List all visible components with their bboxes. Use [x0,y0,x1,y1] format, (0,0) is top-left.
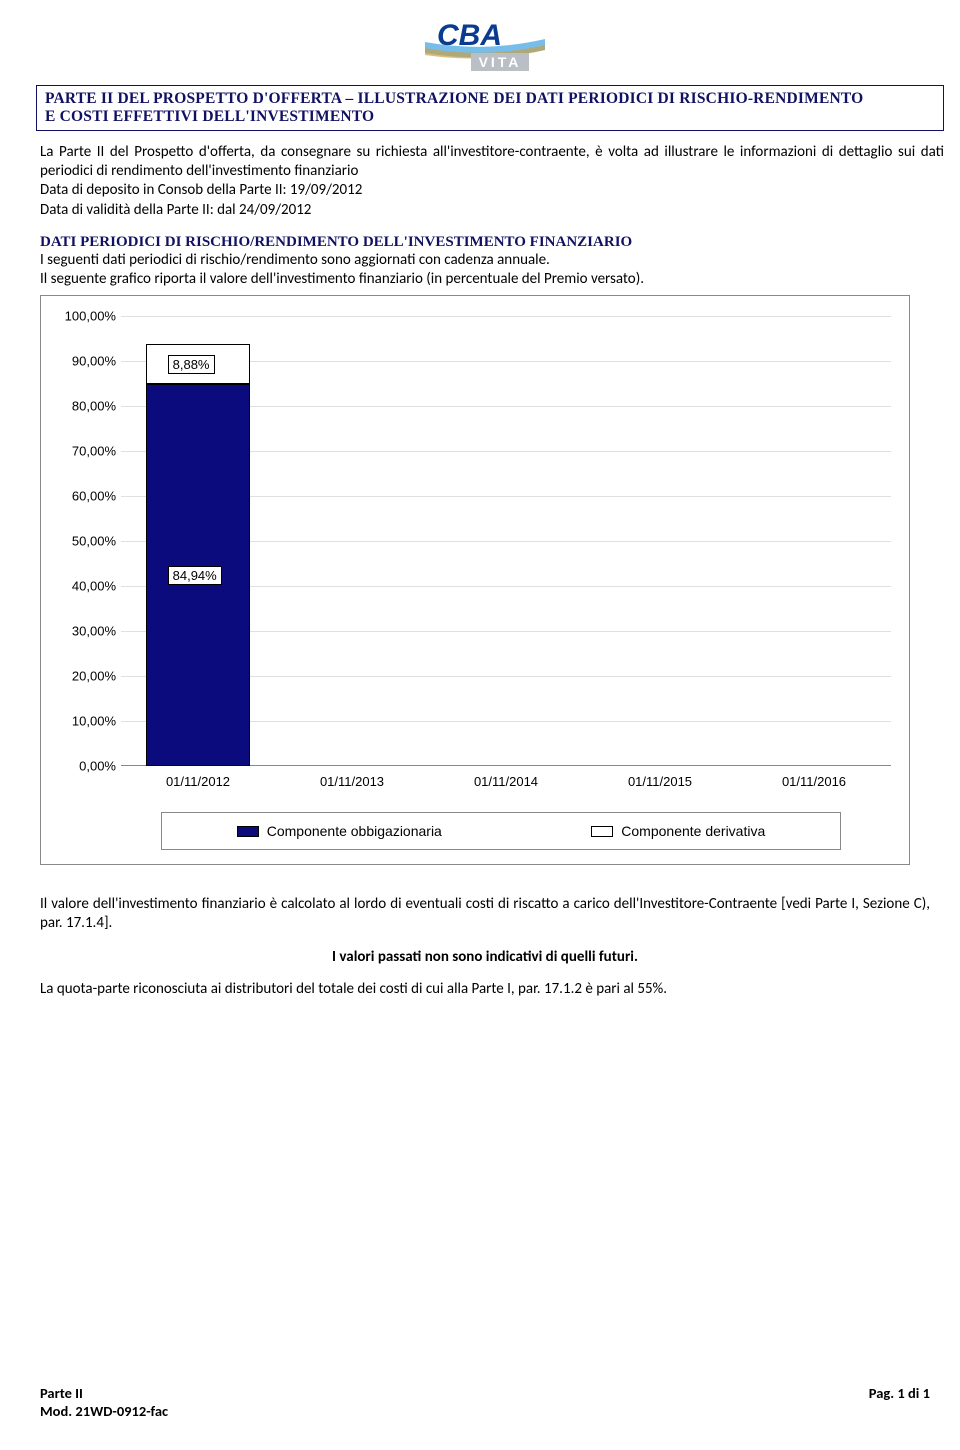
y-tick-label: 90,00% [51,354,116,369]
plot-area: 84,94% 8,88% [121,316,891,766]
after-chart-p2: La quota-parte riconosciuta ai distribut… [40,980,930,999]
intro-p1a: La Parte II del Prospetto d'offerta, da … [40,143,944,181]
x-tick-label: 01/11/2016 [769,774,859,789]
legend-item: Componente derivativa [591,823,765,839]
x-tick-label: 01/11/2014 [461,774,551,789]
section-p2: Il seguente grafico riporta il valore de… [40,270,930,289]
footer-left1: Parte II [40,1384,168,1402]
legend-swatch [237,826,259,837]
y-tick-label: 50,00% [51,534,116,549]
section-heading: DATI PERIODICI DI RISCHIO/RENDIMENTO DEL… [40,234,930,251]
legend-swatch [591,826,613,837]
footer-right: Pag. 1 di 1 [869,1384,930,1420]
intro-paragraph: La Parte II del Prospetto d'offerta, da … [40,143,930,220]
x-tick-label: 01/11/2015 [615,774,705,789]
logo: CBA VITA [40,15,930,77]
y-tick-label: 70,00% [51,444,116,459]
bar-value-label: 8,88% [168,355,215,374]
legend-label: Componente obbigazionaria [267,823,442,839]
legend: Componente obbigazionaria Componente deri… [161,812,841,850]
after-chart-p1: Il valore dell'investimento finanziario … [40,895,930,933]
logo-text-bottom: VITA [479,54,522,70]
legend-label: Componente derivativa [621,823,765,839]
y-tick-label: 30,00% [51,624,116,639]
x-tick-label: 01/11/2012 [153,774,243,789]
y-tick-label: 10,00% [51,714,116,729]
chart: 84,94% 8,88% 0,00% 10,00% 20,00% 30,00% 40,00… [40,295,910,865]
legend-item: Componente obbigazionaria [237,823,442,839]
title-line2: E COSTI EFFETTIVI DELL'INVESTIMENTO [45,108,935,126]
after-chart-bold: I valori passati non sono indicativi di … [40,948,930,966]
section-body: I seguenti dati periodici di rischio/ren… [40,251,930,289]
section-p1: I seguenti dati periodici di rischio/ren… [40,251,930,270]
y-tick-label: 100,00% [51,309,116,324]
title-line1: PARTE II DEL PROSPETTO D'OFFERTA – ILLUS… [45,90,935,108]
y-tick-label: 0,00% [51,759,116,774]
footer: Parte II Mod. 21WD-0912-fac Pag. 1 di 1 [40,1384,930,1420]
y-tick-label: 80,00% [51,399,116,414]
footer-left2: Mod. 21WD-0912-fac [40,1402,168,1420]
gridline [121,316,891,317]
x-tick-label: 01/11/2013 [307,774,397,789]
intro-p1b: Data di deposito in Consob della Parte I… [40,181,930,200]
bar-value-label: 84,94% [168,566,222,585]
y-tick-label: 40,00% [51,579,116,594]
title-box: PARTE II DEL PROSPETTO D'OFFERTA – ILLUS… [36,85,944,131]
intro-p1c: Data di validità della Parte II: dal 24/… [40,201,930,220]
stacked-bar: 84,94% 8,88% [146,344,251,766]
y-tick-label: 20,00% [51,669,116,684]
y-tick-label: 60,00% [51,489,116,504]
